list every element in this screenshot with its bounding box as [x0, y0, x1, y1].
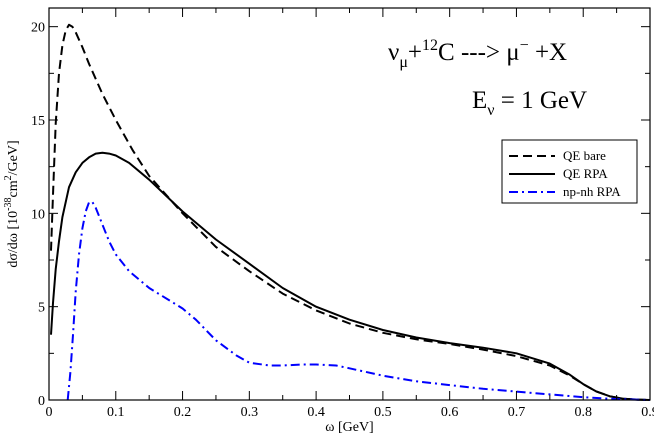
energy-e-sub: ν	[487, 102, 494, 119]
y-axis-title-exp2: 2	[3, 175, 14, 180]
energy-e: E	[472, 87, 487, 114]
energy-rest: = 1 GeV	[495, 87, 588, 114]
x-tick-label: 0.6	[441, 405, 459, 420]
y-axis-title-mid: cm	[6, 180, 21, 197]
series-layer	[50, 23, 651, 401]
reaction-annotation: νμ+12C ---> μ− +X	[388, 37, 567, 71]
legend-box	[501, 139, 638, 204]
reaction-mass: 12	[422, 37, 438, 54]
x-tick-label: 0.2	[174, 405, 192, 420]
y-axis-title-exp1: -38	[3, 197, 14, 210]
legend-label-qe-rpa: QE RPA	[563, 166, 608, 181]
x-axis-title: ω [GeV]	[325, 420, 373, 435]
legend-label-np-nh-rpa: np-nh RPA	[563, 184, 621, 199]
y-tick-label: 15	[31, 114, 45, 129]
x-tick-label: 0.8	[574, 405, 592, 420]
y-axis-title-suffix: /GeV]	[6, 140, 21, 175]
y-tick-label: 10	[31, 207, 45, 222]
reaction-plus: +	[408, 39, 422, 66]
x-tick-label: 0.7	[508, 405, 526, 420]
x-tick-label: 0.3	[241, 405, 259, 420]
ticks-layer: 0 0.1 0.2 0.3 0.4 0.5 0.6 0.7 0.8 0.9 0 5 10 15 20	[31, 8, 654, 420]
reaction-rest: +X	[529, 39, 567, 66]
x-tick-label: 0.1	[107, 405, 125, 420]
x-tick-label: 0.5	[374, 405, 392, 420]
reaction-nu: ν	[388, 39, 399, 66]
reaction-arrow: --->	[455, 39, 507, 66]
y-axis-title: dσ/dω [10-38cm2/GeV]	[3, 140, 21, 267]
reaction-target: C	[438, 39, 455, 66]
legend: QE bare QE RPA np-nh RPA	[501, 139, 638, 204]
y-tick-label: 20	[31, 21, 45, 36]
y-axis-title-prefix: dσ/dω [10	[6, 211, 21, 268]
y-tick-label: 5	[38, 301, 45, 316]
y-tick-label: 0	[38, 394, 45, 409]
x-tick-label: 0.9	[641, 405, 654, 420]
reaction-nu-sub: μ	[399, 54, 408, 71]
series-line-qe-rpa	[50, 151, 651, 401]
energy-annotation: Eν = 1 GeV	[472, 87, 587, 119]
reaction-mu: μ	[506, 39, 519, 66]
legend-label-qe-bare: QE bare	[563, 148, 606, 163]
x-tick-label: 0	[46, 405, 53, 420]
series-line-np-nh-rpa	[66, 201, 651, 401]
x-tick-label: 0.4	[307, 405, 325, 420]
reaction-mu-sup: −	[520, 37, 529, 54]
